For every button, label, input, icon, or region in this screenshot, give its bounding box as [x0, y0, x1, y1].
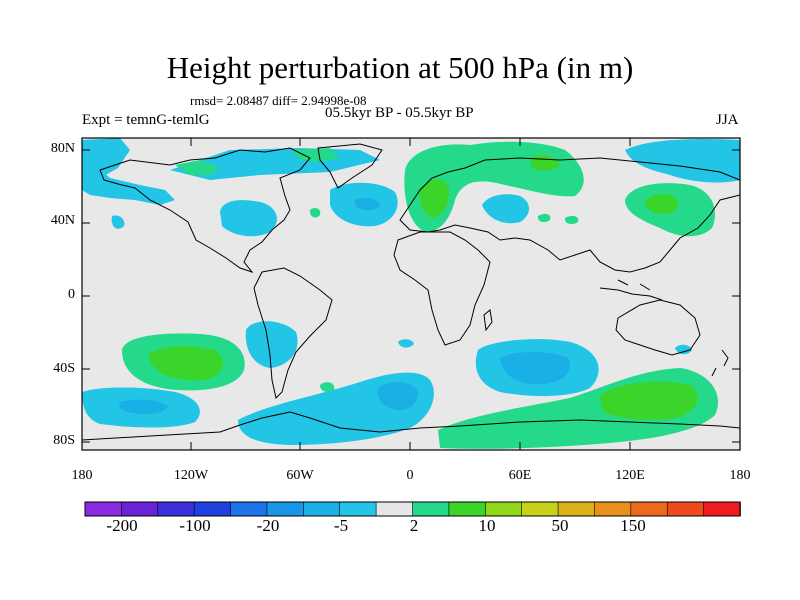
colorbar-swatch: [339, 501, 377, 517]
lon-label-180e: 180: [729, 468, 751, 483]
lon-label-0: 0: [406, 468, 414, 483]
lon-label-180w: 180: [71, 468, 93, 483]
contour-region: [309, 207, 321, 218]
period-text: 05.5kyr BP - 05.5kyr BP: [325, 105, 474, 121]
coastline-madagascar: [483, 309, 493, 332]
colorbar-swatch: [484, 501, 523, 517]
coastline-eurasia: [399, 157, 740, 273]
coastline-south-america: [253, 267, 333, 399]
contour-region: [419, 178, 450, 218]
colorbar-swatch: [703, 501, 741, 517]
contour-fill-layer: [82, 138, 740, 449]
colorbar-swatch: [630, 501, 669, 517]
colorbar-swatch: [521, 501, 559, 517]
contour-region: [175, 160, 220, 175]
contour-region: [600, 381, 698, 420]
coastlines: [82, 143, 740, 441]
map-frame: [81, 137, 741, 451]
map-title: Height perturbation at 500 hPa (in m): [166, 50, 634, 85]
contour-region: [82, 150, 175, 205]
coastline-north-america: [99, 147, 311, 274]
colorbar-swatch: [412, 501, 450, 517]
contour-region: [644, 194, 679, 215]
colorbar-label: -5: [333, 516, 349, 535]
contour-region: [675, 344, 692, 355]
coastline-greenland: [317, 143, 383, 189]
lon-label-60w: 60W: [286, 468, 314, 483]
contour-region: [625, 139, 740, 183]
experiment-label: Expt = temnG-temlG: [82, 112, 210, 128]
coastline-australia: [615, 299, 701, 356]
colorbar-swatch: [193, 501, 232, 517]
contour-region: [398, 339, 414, 348]
contour-region: [148, 346, 223, 381]
coastline-africa: [393, 231, 491, 346]
contour-region: [355, 198, 380, 211]
stats-text: rmsd= 2.08487 diff= 2.94998e-08: [190, 93, 367, 108]
lon-label-120w: 120W: [173, 468, 209, 483]
lat-label-40s: 40S: [53, 361, 75, 376]
colorbar-label: -20: [256, 516, 280, 535]
lat-label-40n: 40N: [50, 213, 75, 228]
colorbar-swatch: [266, 501, 305, 517]
colorbar-swatch: [230, 501, 268, 517]
contour-region: [500, 352, 571, 385]
contour-region: [220, 200, 277, 237]
coastline-antarctica: [82, 411, 740, 441]
colorbar-swatch: [121, 501, 159, 517]
colorbar-label: 10: [478, 516, 496, 535]
colorbar-swatch: [594, 501, 632, 517]
contour-region: [111, 215, 125, 229]
season-label: JJA: [716, 112, 739, 128]
contour-region: [245, 321, 298, 368]
colorbar-swatch: [375, 501, 414, 517]
colorbar-label: 2: [409, 516, 419, 535]
coastline-maritime-continent: [599, 279, 663, 301]
contour-region: [119, 399, 168, 414]
colorbar-label: 50: [551, 516, 569, 535]
contour-region: [377, 382, 419, 411]
contour-region: [537, 213, 551, 223]
colorbar-frame: [84, 501, 741, 517]
lon-label-60e: 60E: [508, 468, 532, 483]
colorbar: [84, 501, 741, 517]
colorbar-label: -100: [179, 516, 211, 535]
colorbar-label: 150: [620, 516, 646, 535]
lat-label-80s: 80S: [53, 433, 75, 448]
axis-ticks: [81, 138, 741, 450]
colorbar-swatch: [448, 501, 487, 517]
contour-region: [564, 215, 579, 225]
lat-label-0: 0: [68, 287, 75, 302]
lat-label-80n: 80N: [50, 141, 75, 156]
colorbar-swatch: [303, 501, 341, 517]
colorbar-swatch: [666, 501, 705, 517]
contour-region: [320, 382, 335, 393]
colorbar-label: -200: [106, 516, 138, 535]
lon-label-120e: 120E: [615, 468, 645, 483]
contour-region: [290, 148, 340, 162]
colorbar-swatch: [84, 501, 123, 517]
colorbar-swatch: [157, 501, 195, 517]
colorbar-swatch: [557, 501, 596, 517]
contour-region: [482, 194, 529, 224]
coastline-new-zealand: [711, 349, 729, 377]
